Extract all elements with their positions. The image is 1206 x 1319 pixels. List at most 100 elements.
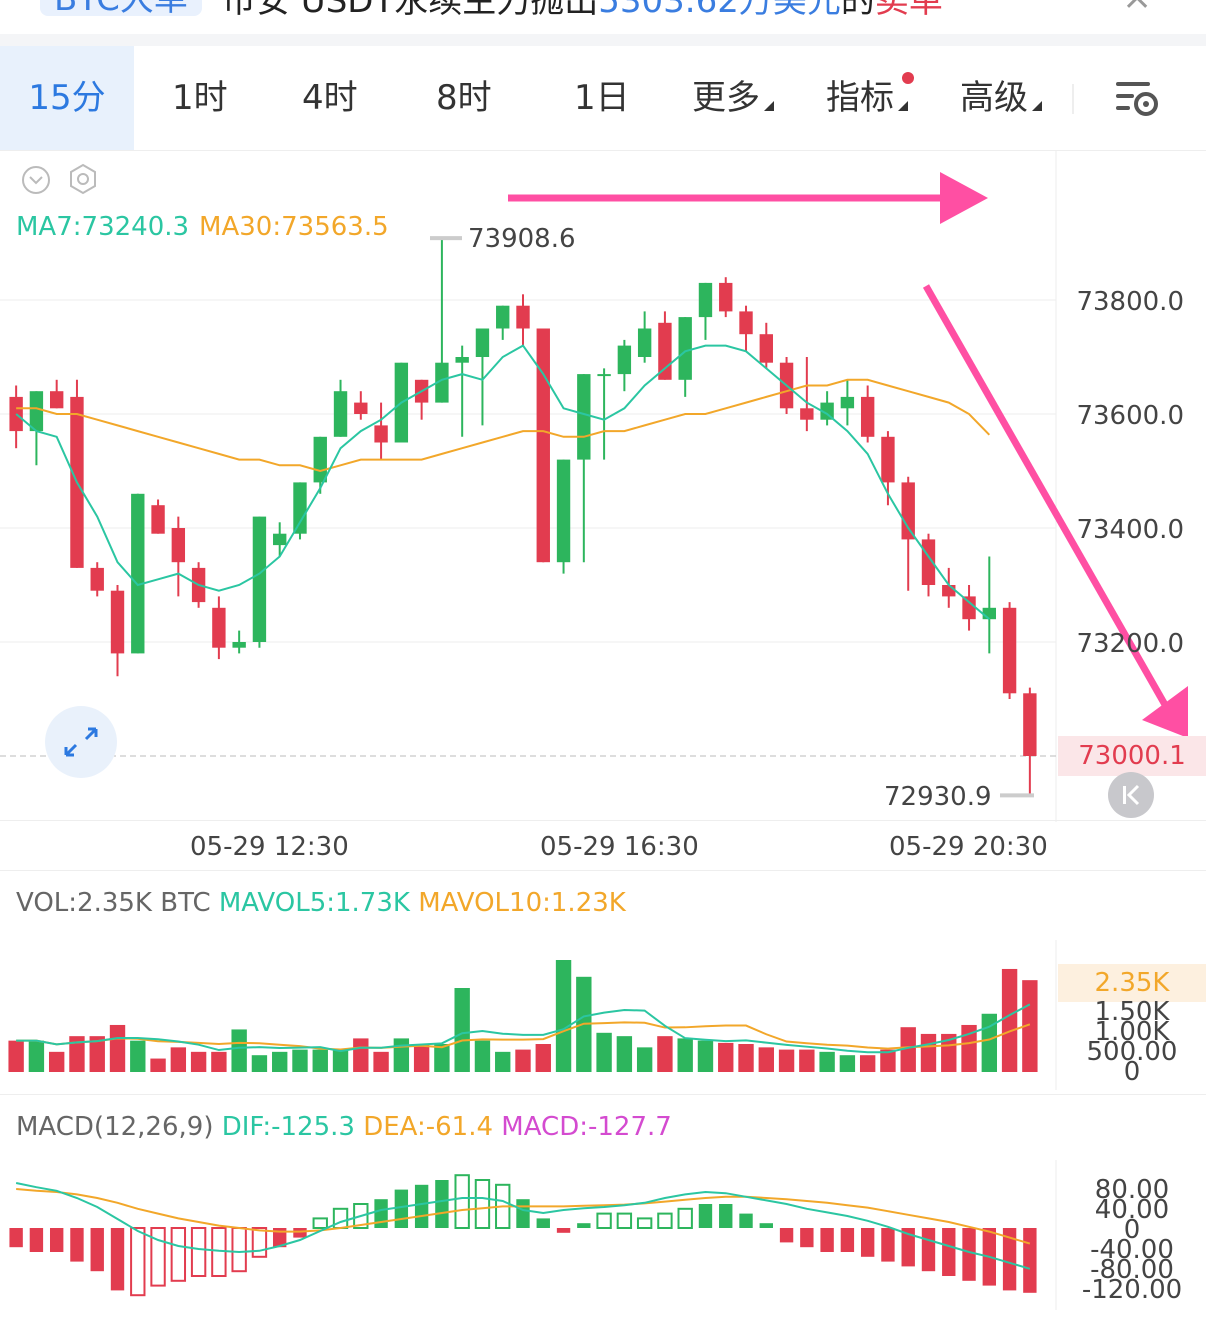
candle-body: [962, 596, 976, 620]
macd-tick: 40.00: [1094, 1195, 1170, 1225]
collapse-icon[interactable]: [20, 164, 52, 200]
candle-body: [759, 334, 773, 363]
macd-histogram-bar: [739, 1213, 753, 1228]
volume-bar: [89, 1036, 105, 1072]
volume-bar: [272, 1051, 288, 1072]
macd-histogram-bar: [840, 1228, 855, 1252]
volume-bar: [495, 1051, 511, 1072]
tab-15m[interactable]: 15分: [0, 46, 134, 150]
price-tick: 73600.0: [1076, 401, 1184, 431]
macd-histogram-bar: [657, 1212, 673, 1229]
macd-histogram-bar: [454, 1174, 470, 1229]
candle-body: [800, 408, 814, 420]
candle-body: [698, 282, 713, 318]
candle-body: [678, 317, 692, 380]
tab-advanced[interactable]: 高级: [960, 46, 1042, 150]
tab-1h[interactable]: 1时: [172, 46, 228, 150]
volume-bar: [555, 960, 572, 1072]
price-tick: 73800.0: [1076, 287, 1184, 317]
mavol10-value: MAVOL10:1.23K: [418, 888, 626, 918]
candle-body: [739, 311, 753, 335]
tab-more[interactable]: 更多: [692, 46, 774, 150]
macd-histogram-bar: [9, 1228, 23, 1248]
macd-histogram-bar: [636, 1217, 653, 1230]
macd-tick: -120.00: [1081, 1275, 1183, 1305]
timeframe-tabs: 15分 1时 4时 8时 1日 更多 指标 高级: [0, 46, 1206, 151]
macd-histogram-bar: [820, 1228, 834, 1252]
ma7-value: MA7:73240.3: [16, 212, 190, 242]
tab-8h[interactable]: 8时: [436, 46, 492, 150]
candlestick-chart[interactable]: [0, 150, 1206, 822]
fullscreen-button[interactable]: [45, 706, 117, 778]
chart-settings-icon[interactable]: [1112, 78, 1162, 122]
tab-indicators[interactable]: 指标: [826, 46, 908, 150]
candle-body: [131, 493, 145, 654]
close-icon[interactable]: ×: [1122, 0, 1152, 16]
tab-divider: [1072, 84, 1074, 114]
symbol-tag[interactable]: BTC大单: [40, 0, 202, 16]
annotation-arrow-down: [922, 284, 1172, 712]
volume-legend: VOL:2.35K BTC MAVOL5:1.73K MAVOL10:1.23K: [16, 888, 626, 918]
annotation-arrowhead-right: [940, 172, 988, 224]
volume-bar: [251, 1055, 268, 1072]
volume-bar: [657, 1036, 673, 1072]
volume-bar: [981, 1013, 998, 1072]
tab-4h[interactable]: 4时: [302, 46, 358, 150]
gear-icon[interactable]: [66, 162, 100, 200]
candle-body: [435, 362, 449, 403]
candle-body: [496, 305, 510, 329]
volume-bar: [961, 1024, 977, 1072]
macd-tick: 0: [1123, 1215, 1141, 1245]
macd-histogram-bar: [779, 1228, 794, 1243]
volume-bar: [636, 1047, 653, 1072]
tab-1d[interactable]: 1日: [574, 46, 630, 150]
macd-histogram-bar: [394, 1189, 409, 1228]
mavol5-value: MAVOL5:1.73K: [218, 888, 410, 918]
macd-histogram-bar: [596, 1212, 612, 1229]
volume-bar: [900, 1027, 916, 1072]
candle-body: [293, 482, 307, 534]
macd-histogram-bar: [150, 1227, 166, 1287]
time-tick: 05-29 16:30: [540, 832, 699, 862]
macd-histogram-bar: [921, 1228, 936, 1272]
vol-value: VOL:2.35K BTC: [16, 888, 211, 918]
volume-bar: [880, 1049, 896, 1072]
mavol10-line: [16, 1021, 1031, 1051]
volume-bar: [8, 1040, 24, 1072]
macd-histogram-bar: [170, 1227, 187, 1282]
dropdown-triangle-icon: [898, 101, 908, 111]
macd-histogram-bar: [881, 1228, 895, 1262]
title-prefix: 币安 USDT永续主力抛出: [222, 0, 599, 21]
candle-body: [9, 396, 23, 432]
candle-body: [881, 436, 895, 483]
tab-label: 15分: [28, 78, 106, 118]
candle-body: [516, 305, 530, 329]
ma-legend: MA7:73240.3 MA30:73563.5: [16, 212, 389, 242]
candle-body: [820, 402, 834, 420]
price-tick: 73200.0: [1076, 629, 1184, 659]
macd-histogram-bar: [677, 1207, 693, 1229]
header-separator: [0, 34, 1206, 46]
candle-body: [212, 607, 226, 648]
candle-body: [354, 402, 368, 414]
dif-line: [15, 1182, 1031, 1270]
price-tick: 73400.0: [1076, 515, 1184, 545]
candle-body: [536, 328, 550, 563]
candle-body: [556, 459, 571, 563]
page-title: 币安 USDT永续主力抛出5303.62万美元的卖单: [222, 0, 943, 18]
candle-body: [29, 391, 44, 432]
volume-bar: [69, 1036, 85, 1072]
dea-value: DEA:-61.4: [363, 1112, 494, 1142]
candle-body: [719, 282, 733, 312]
volume-bar: [434, 1044, 450, 1072]
macd-histogram-bar: [110, 1228, 125, 1291]
macd-histogram-bar: [190, 1227, 207, 1277]
volume-bar: [190, 1051, 207, 1072]
macd-histogram-bar: [800, 1228, 814, 1248]
volume-bar: [130, 1040, 146, 1072]
volume-tick: 1.50K: [1094, 997, 1170, 1027]
macd-tick: 80.00: [1094, 1175, 1170, 1205]
macd-histogram-bar: [719, 1204, 733, 1228]
candle-body: [171, 528, 186, 563]
jump-to-latest-button[interactable]: [1108, 772, 1154, 818]
